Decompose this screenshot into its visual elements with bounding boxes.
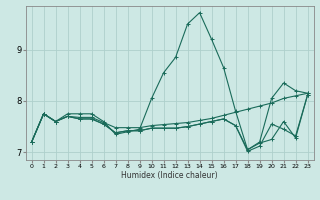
X-axis label: Humidex (Indice chaleur): Humidex (Indice chaleur) — [121, 171, 218, 180]
